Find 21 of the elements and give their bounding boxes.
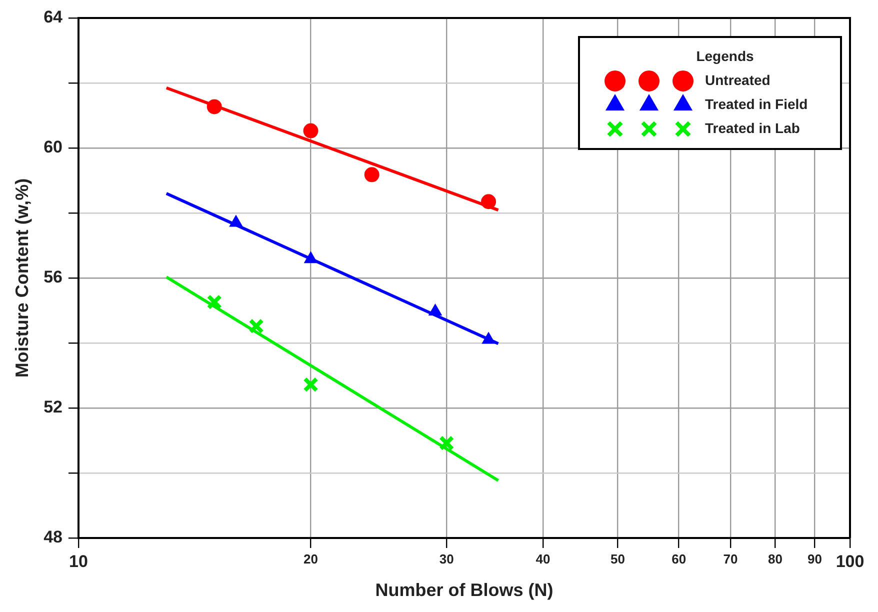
x-tick-label: 70 bbox=[723, 551, 738, 566]
legend-label: Treated in Field bbox=[705, 96, 808, 112]
y-tick-label: 60 bbox=[44, 138, 63, 157]
x-tick-label: 100 bbox=[836, 552, 864, 571]
x-axis-title: Number of Blows (N) bbox=[375, 580, 554, 600]
x-tick-label: 60 bbox=[672, 551, 686, 566]
x-tick-label: 10 bbox=[69, 552, 88, 571]
legend-title: Legends bbox=[696, 48, 754, 64]
x-tick-label: 50 bbox=[610, 551, 625, 566]
x-tick-label: 80 bbox=[768, 551, 782, 566]
y-tick-label: 56 bbox=[44, 268, 63, 287]
legend-label: Untreated bbox=[705, 72, 770, 88]
x-tick-label: 90 bbox=[807, 551, 822, 566]
y-tick-label: 52 bbox=[44, 398, 63, 417]
y-axis-title: Moisture Content (w,%) bbox=[12, 178, 32, 378]
y-tick-label: 64 bbox=[44, 8, 64, 27]
x-tick-label: 40 bbox=[536, 551, 550, 566]
x-tick-label: 20 bbox=[304, 551, 318, 566]
legend-label: Treated in Lab bbox=[705, 120, 800, 136]
y-tick-label: 48 bbox=[44, 528, 63, 547]
x-tick-label: 30 bbox=[439, 551, 454, 566]
